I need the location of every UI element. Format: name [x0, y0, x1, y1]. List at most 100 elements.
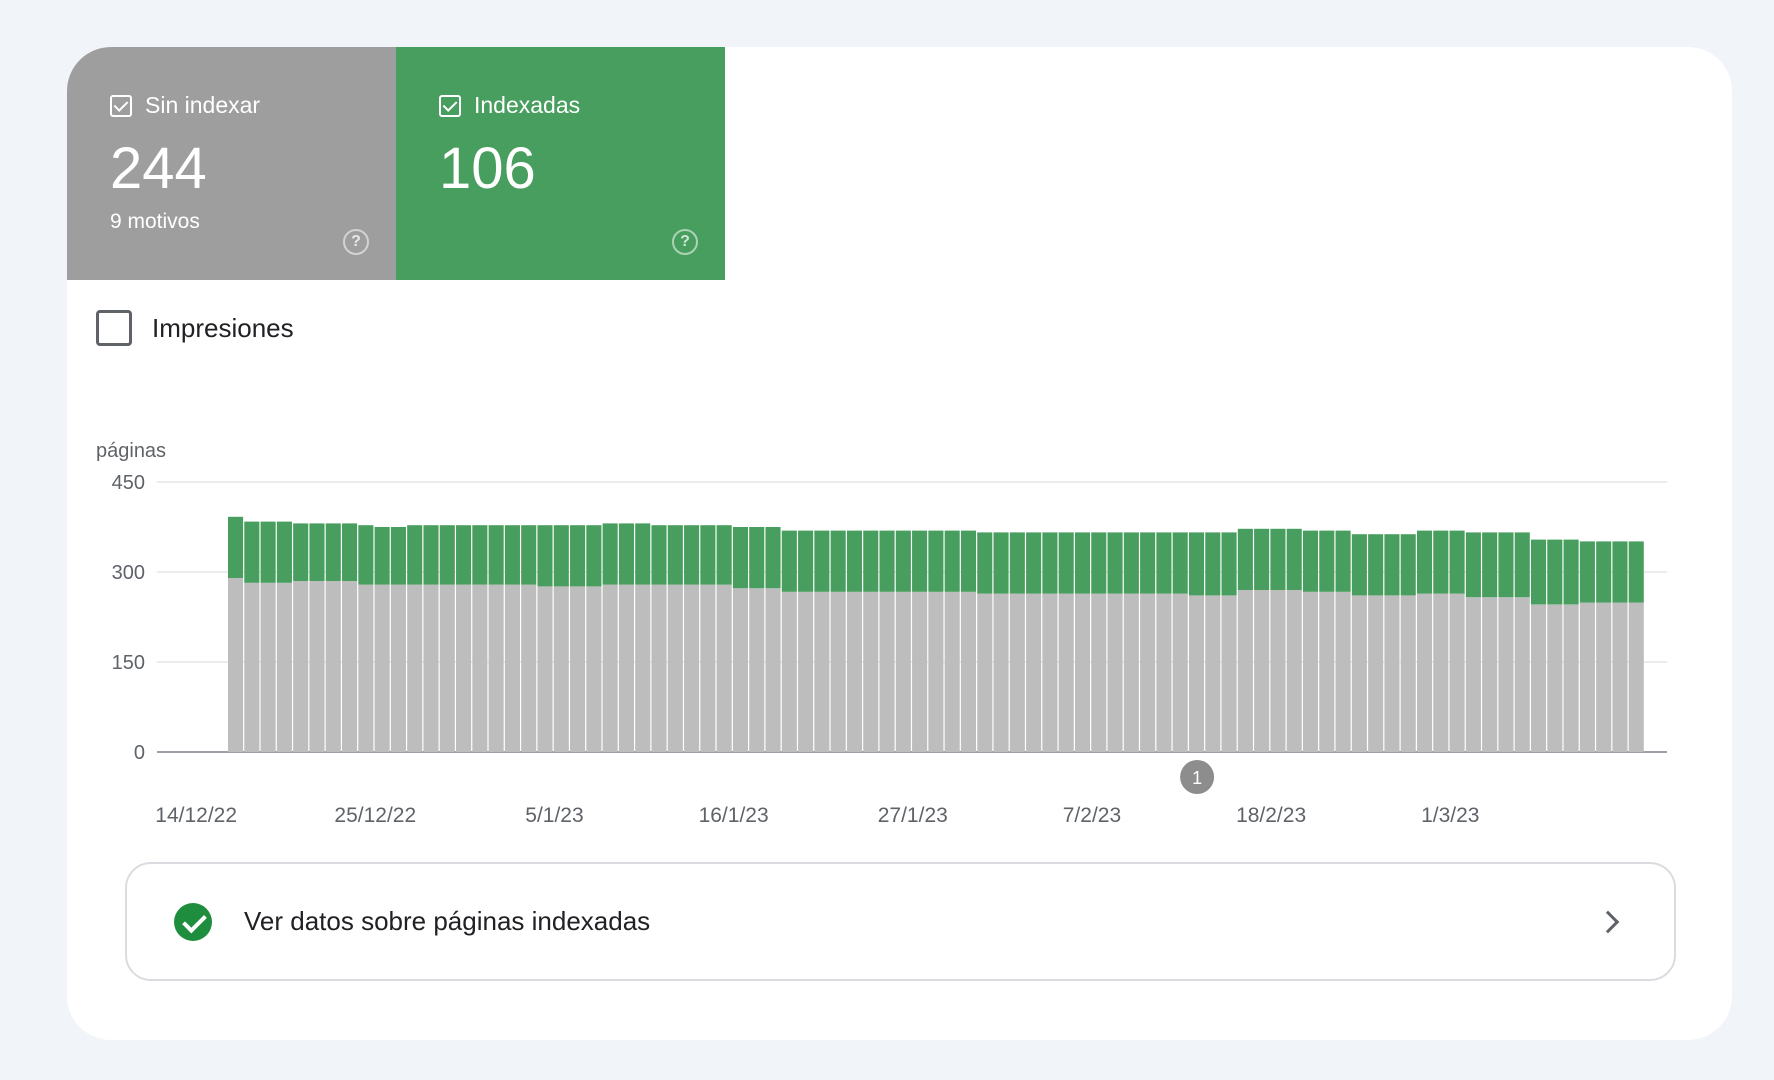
bar-not-indexed[interactable]: [1482, 597, 1498, 752]
bar-indexed[interactable]: [586, 525, 602, 587]
bar-not-indexed[interactable]: [928, 591, 944, 752]
bar-not-indexed[interactable]: [570, 586, 586, 752]
bar-not-indexed[interactable]: [993, 593, 1009, 752]
bar-indexed[interactable]: [1270, 528, 1286, 590]
bar-not-indexed[interactable]: [293, 581, 309, 752]
bar-not-indexed[interactable]: [618, 584, 634, 752]
bar-indexed[interactable]: [1107, 532, 1123, 594]
bar-indexed[interactable]: [1286, 528, 1302, 590]
bar-not-indexed[interactable]: [228, 578, 244, 752]
bar-not-indexed[interactable]: [1009, 593, 1025, 752]
bar-indexed[interactable]: [1205, 532, 1221, 596]
bar-not-indexed[interactable]: [1335, 591, 1351, 752]
bar-not-indexed[interactable]: [374, 584, 390, 752]
bar-not-indexed[interactable]: [749, 588, 765, 752]
bar-not-indexed[interactable]: [1270, 590, 1286, 752]
bar-indexed[interactable]: [244, 521, 260, 583]
bar-indexed[interactable]: [814, 530, 830, 592]
bar-indexed[interactable]: [1140, 532, 1156, 594]
bar-not-indexed[interactable]: [912, 591, 928, 752]
bar-indexed[interactable]: [1237, 528, 1253, 590]
bar-not-indexed[interactable]: [798, 591, 814, 752]
bar-indexed[interactable]: [1416, 530, 1433, 594]
bar-indexed[interactable]: [977, 532, 993, 594]
bar-not-indexed[interactable]: [716, 584, 732, 752]
bar-indexed[interactable]: [1449, 530, 1465, 594]
bar-indexed[interactable]: [1156, 532, 1172, 594]
bar-indexed[interactable]: [1074, 532, 1091, 594]
bar-indexed[interactable]: [993, 532, 1009, 594]
bar-indexed[interactable]: [1465, 532, 1481, 598]
bar-indexed[interactable]: [1335, 530, 1351, 592]
bar-not-indexed[interactable]: [456, 584, 472, 752]
bar-indexed[interactable]: [325, 523, 341, 581]
bar-not-indexed[interactable]: [1254, 590, 1270, 752]
bar-not-indexed[interactable]: [1123, 593, 1139, 752]
bar-indexed[interactable]: [912, 530, 928, 592]
bar-indexed[interactable]: [423, 525, 439, 585]
bar-indexed[interactable]: [700, 525, 716, 585]
bar-not-indexed[interactable]: [1547, 604, 1563, 752]
checkbox-checked-icon[interactable]: [110, 94, 132, 117]
bar-indexed[interactable]: [635, 523, 651, 585]
bar-indexed[interactable]: [1368, 534, 1384, 596]
bar-not-indexed[interactable]: [1433, 593, 1449, 752]
bar-not-indexed[interactable]: [358, 584, 374, 752]
bar-not-indexed[interactable]: [325, 581, 341, 752]
bar-not-indexed[interactable]: [700, 584, 716, 752]
bar-not-indexed[interactable]: [244, 582, 260, 752]
bar-not-indexed[interactable]: [895, 591, 911, 752]
bar-not-indexed[interactable]: [960, 591, 977, 752]
tile-not-indexed[interactable]: Sin indexar 244 9 motivos ?: [67, 47, 396, 280]
bar-not-indexed[interactable]: [1596, 602, 1612, 752]
bar-not-indexed[interactable]: [423, 584, 439, 752]
bar-indexed[interactable]: [374, 527, 390, 585]
bar-indexed[interactable]: [1302, 530, 1319, 592]
bar-indexed[interactable]: [228, 516, 244, 578]
bar-indexed[interactable]: [846, 530, 863, 592]
bar-indexed[interactable]: [358, 525, 374, 585]
bar-indexed[interactable]: [1433, 530, 1449, 594]
bar-indexed[interactable]: [1563, 539, 1579, 605]
bar-indexed[interactable]: [1058, 532, 1074, 594]
bar-not-indexed[interactable]: [260, 582, 276, 752]
bar-not-indexed[interactable]: [977, 593, 993, 752]
bar-not-indexed[interactable]: [1091, 593, 1107, 752]
bar-not-indexed[interactable]: [439, 584, 455, 752]
bar-indexed[interactable]: [390, 527, 406, 585]
bar-not-indexed[interactable]: [1368, 595, 1384, 752]
bar-indexed[interactable]: [1188, 532, 1205, 596]
bar-indexed[interactable]: [456, 525, 472, 585]
bar-not-indexed[interactable]: [1514, 597, 1530, 752]
bar-not-indexed[interactable]: [537, 586, 553, 752]
bar-indexed[interactable]: [1579, 541, 1595, 603]
bar-indexed[interactable]: [1384, 534, 1400, 596]
bar-not-indexed[interactable]: [1302, 591, 1319, 752]
bar-not-indexed[interactable]: [472, 584, 488, 752]
bar-not-indexed[interactable]: [1563, 604, 1579, 752]
bar-not-indexed[interactable]: [944, 591, 960, 752]
bar-not-indexed[interactable]: [1465, 597, 1481, 752]
bar-not-indexed[interactable]: [1221, 595, 1237, 752]
checkbox-checked-icon[interactable]: [439, 94, 461, 117]
bar-not-indexed[interactable]: [1498, 597, 1514, 752]
impressions-toggle[interactable]: Impresiones: [96, 310, 294, 346]
help-icon[interactable]: ?: [672, 229, 698, 255]
bar-indexed[interactable]: [293, 523, 309, 581]
bar-indexed[interactable]: [570, 525, 586, 587]
bar-indexed[interactable]: [1254, 528, 1270, 590]
bar-not-indexed[interactable]: [651, 584, 667, 752]
bar-indexed[interactable]: [765, 527, 781, 589]
bar-indexed[interactable]: [1026, 532, 1042, 594]
bar-indexed[interactable]: [879, 530, 895, 592]
bar-not-indexed[interactable]: [1579, 602, 1595, 752]
bar-not-indexed[interactable]: [488, 584, 504, 752]
bar-not-indexed[interactable]: [1319, 591, 1335, 752]
bar-not-indexed[interactable]: [1237, 590, 1253, 752]
bar-not-indexed[interactable]: [1384, 595, 1400, 752]
bar-indexed[interactable]: [1351, 534, 1367, 596]
bar-indexed[interactable]: [1042, 532, 1058, 594]
bar-not-indexed[interactable]: [586, 586, 602, 752]
bar-indexed[interactable]: [1123, 532, 1139, 594]
bar-indexed[interactable]: [667, 525, 683, 585]
